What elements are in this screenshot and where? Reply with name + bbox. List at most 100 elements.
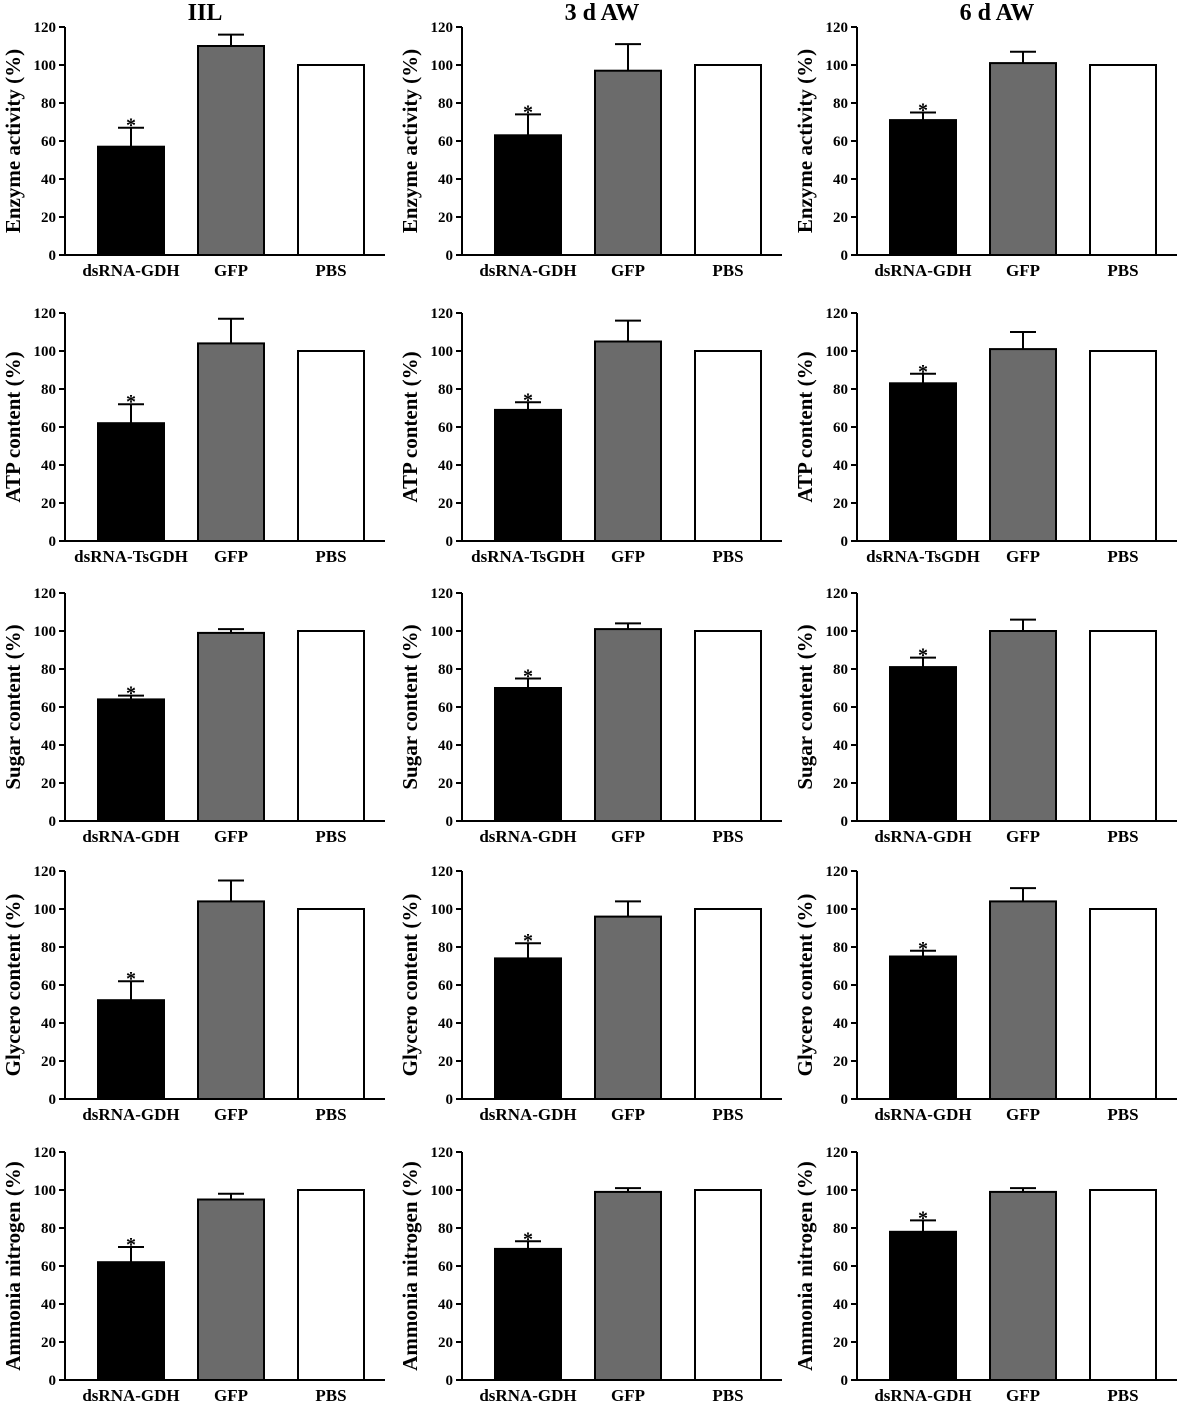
category-label: PBS	[1107, 1105, 1138, 1124]
y-tick-label: 60	[833, 134, 848, 150]
bar-dsrna-gdh	[494, 687, 562, 822]
category-label: PBS	[315, 261, 346, 280]
category-label: dsRNA-GDH	[82, 1105, 179, 1124]
y-tick-label: 120	[826, 306, 849, 322]
y-tick-label: 40	[41, 172, 56, 188]
y-tick-label: 80	[438, 662, 453, 678]
significance-marker: *	[523, 101, 533, 123]
significance-marker: *	[126, 115, 136, 137]
y-tick-label: 80	[41, 662, 56, 678]
category-label: GFP	[611, 1386, 645, 1404]
y-tick-label: 60	[833, 420, 848, 436]
category-label: dsRNA-TsGDH	[74, 547, 188, 566]
y-tick-label: 120	[431, 1145, 454, 1161]
y-tick-label: 120	[34, 586, 57, 602]
panel-4-1: 0 20 40 60 80 100 120 Glycero content (%) * dsRNA…	[1, 864, 385, 1124]
y-tick-label: 20	[41, 210, 56, 226]
bar-gfp	[197, 631, 265, 823]
bar-gfp	[989, 900, 1057, 1101]
panel-title: IIL	[188, 0, 223, 26]
y-tick-label: 60	[833, 1259, 848, 1275]
y-tick-label: 80	[438, 940, 453, 956]
bar-pbs	[1089, 1189, 1157, 1381]
category-label: GFP	[214, 547, 248, 566]
y-axis-label: Ammonia nitrogen (%)	[793, 1161, 817, 1371]
y-tick-label: 100	[34, 344, 57, 360]
y-tick-label: 100	[826, 58, 849, 74]
significance-marker: *	[918, 361, 928, 383]
panel-1-2: 0 20 40 60 80 100 120 Enzyme activity (%) * dsRNA…	[398, 0, 782, 280]
category-label: dsRNA-TsGDH	[471, 547, 585, 566]
y-tick-label: 80	[833, 96, 848, 112]
significance-marker: *	[918, 938, 928, 960]
y-tick-label: 40	[833, 458, 848, 474]
y-tick-label: 60	[41, 420, 56, 436]
y-tick-label: 80	[41, 1221, 56, 1237]
bar-gfp	[594, 915, 662, 1100]
category-label: dsRNA-GDH	[874, 261, 971, 280]
y-tick-label: 20	[41, 496, 56, 512]
category-label: GFP	[611, 261, 645, 280]
y-tick-label: 20	[833, 210, 848, 226]
category-label: GFP	[214, 1105, 248, 1124]
y-tick-label: 20	[41, 1054, 56, 1070]
bar-dsrna-gdh	[889, 1230, 957, 1382]
category-label: dsRNA-GDH	[82, 1386, 179, 1404]
y-tick-label: 0	[446, 534, 454, 550]
y-tick-label: 0	[841, 534, 849, 550]
y-axis-label: ATP content (%)	[398, 351, 422, 502]
bar-gfp	[989, 1190, 1057, 1382]
y-tick-label: 100	[826, 1183, 849, 1199]
category-label: PBS	[712, 1105, 743, 1124]
bar-dsrna-gdh	[889, 955, 957, 1100]
y-tick-label: 20	[438, 496, 453, 512]
bar-pbs	[1089, 630, 1157, 822]
bar-gfp	[197, 900, 265, 1101]
y-tick-label: 20	[438, 1335, 453, 1351]
y-tick-label: 0	[446, 248, 454, 264]
y-tick-label: 0	[49, 248, 57, 264]
bar-pbs	[694, 630, 762, 822]
y-tick-label: 120	[826, 586, 849, 602]
significance-marker: *	[126, 1234, 136, 1256]
y-tick-label: 80	[833, 940, 848, 956]
category-label: dsRNA-GDH	[82, 827, 179, 846]
y-tick-label: 100	[34, 58, 57, 74]
bar-dsrna-gdh	[494, 134, 562, 256]
bar-gfp	[594, 628, 662, 822]
y-tick-label: 40	[41, 1297, 56, 1313]
bar-pbs	[1089, 350, 1157, 542]
panel-5-2: 0 20 40 60 80 100 120 Ammonia nitrogen (%) * dsRN…	[398, 1145, 782, 1404]
y-tick-label: 60	[438, 700, 453, 716]
y-tick-label: 0	[446, 814, 454, 830]
y-tick-label: 60	[833, 978, 848, 994]
significance-marker: *	[523, 666, 533, 688]
y-tick-label: 120	[826, 1145, 849, 1161]
y-tick-label: 20	[438, 1054, 453, 1070]
significance-marker: *	[918, 100, 928, 122]
bar-pbs	[1089, 64, 1157, 256]
category-label: GFP	[214, 261, 248, 280]
category-label: dsRNA-GDH	[82, 261, 179, 280]
y-tick-label: 40	[438, 1016, 453, 1032]
category-label: dsRNA-GDH	[874, 1386, 971, 1404]
y-tick-label: 80	[41, 382, 56, 398]
bar-pbs	[694, 1189, 762, 1381]
y-tick-label: 120	[826, 20, 849, 36]
y-tick-label: 120	[34, 1145, 57, 1161]
y-tick-label: 0	[841, 1373, 849, 1389]
significance-marker: *	[918, 1207, 928, 1229]
y-axis-label: Enzyme activity (%)	[398, 49, 422, 233]
bar-dsrna-tsgdh	[889, 382, 957, 542]
y-tick-label: 20	[438, 210, 453, 226]
y-tick-label: 0	[49, 814, 57, 830]
y-tick-label: 0	[841, 248, 849, 264]
y-tick-label: 40	[41, 1016, 56, 1032]
bar-gfp	[197, 342, 265, 542]
category-label: dsRNA-GDH	[479, 261, 576, 280]
y-tick-label: 80	[833, 382, 848, 398]
y-axis-label: Sugar content (%)	[1, 624, 25, 789]
bar-dsrna-gdh	[889, 666, 957, 822]
y-tick-label: 120	[431, 586, 454, 602]
